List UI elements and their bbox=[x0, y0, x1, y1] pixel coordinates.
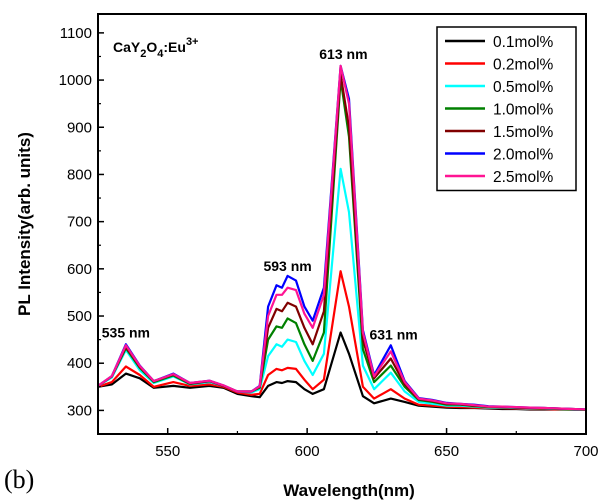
ticks-layer: 550 600 650 700 300 400 500 600 700 800 900 1000 110… bbox=[59, 25, 599, 460]
legend-label: 1.5mol% bbox=[493, 124, 554, 141]
series-line-7 bbox=[97, 64, 587, 411]
legend-label: 0.5mol% bbox=[493, 79, 554, 96]
series-line-2 bbox=[97, 270, 587, 411]
peak-annotation: 535 nm bbox=[102, 324, 150, 340]
y-tick-label: 400 bbox=[67, 355, 92, 372]
legend: 0.1mol% 0.2mol% 0.5mol% 1.0mol% 1.5mol% 2.0mo… bbox=[436, 26, 577, 192]
y-tick-label: 1100 bbox=[60, 25, 92, 42]
y-tick-label: 600 bbox=[67, 261, 92, 278]
compound-part-o: O bbox=[146, 39, 157, 55]
x-tick-label: 550 bbox=[155, 443, 180, 460]
panel-label: (b) bbox=[4, 465, 34, 494]
compound-part-base: CaY bbox=[113, 39, 141, 55]
y-tick-label: 800 bbox=[67, 166, 92, 183]
y-tick-label: 500 bbox=[67, 308, 92, 325]
compound-part-sup: 3+ bbox=[186, 36, 199, 48]
legend-label: 0.1mol% bbox=[493, 34, 554, 51]
peak-annotation: 593 nm bbox=[263, 258, 311, 274]
x-tick-label: 700 bbox=[573, 443, 598, 460]
compound-part-sub1: 2 bbox=[140, 48, 146, 60]
legend-label: 1.0mol% bbox=[493, 102, 554, 119]
series-layer bbox=[97, 64, 587, 411]
y-tick-label: 700 bbox=[67, 214, 92, 231]
peak-annotation: 631 nm bbox=[369, 327, 417, 343]
legend-label: 2.0mol% bbox=[493, 147, 554, 164]
series-line-1 bbox=[97, 331, 587, 411]
x-axis-title: Wavelength(nm) bbox=[283, 481, 415, 500]
y-tick-label: 900 bbox=[67, 119, 92, 136]
y-tick-label: 1000 bbox=[59, 72, 92, 89]
compound-part-sub2: 4 bbox=[157, 48, 164, 60]
x-tick-label: 600 bbox=[295, 443, 320, 460]
annotations-layer: 535 nm 593 nm 613 nm 631 nm bbox=[102, 46, 418, 343]
x-tick-label: 650 bbox=[434, 443, 459, 460]
compound-part-eu: :Eu bbox=[163, 39, 186, 55]
legend-label: 0.2mol% bbox=[493, 57, 554, 74]
legend-label: 2.5mol% bbox=[493, 169, 554, 186]
compound-label: CaY2O4:Eu3+ bbox=[113, 36, 198, 60]
y-axis-title: PL Intensity(arb. units) bbox=[15, 132, 34, 316]
y-tick-label: 300 bbox=[67, 402, 92, 419]
peak-annotation: 613 nm bbox=[319, 46, 367, 62]
plot-frame bbox=[97, 13, 587, 435]
